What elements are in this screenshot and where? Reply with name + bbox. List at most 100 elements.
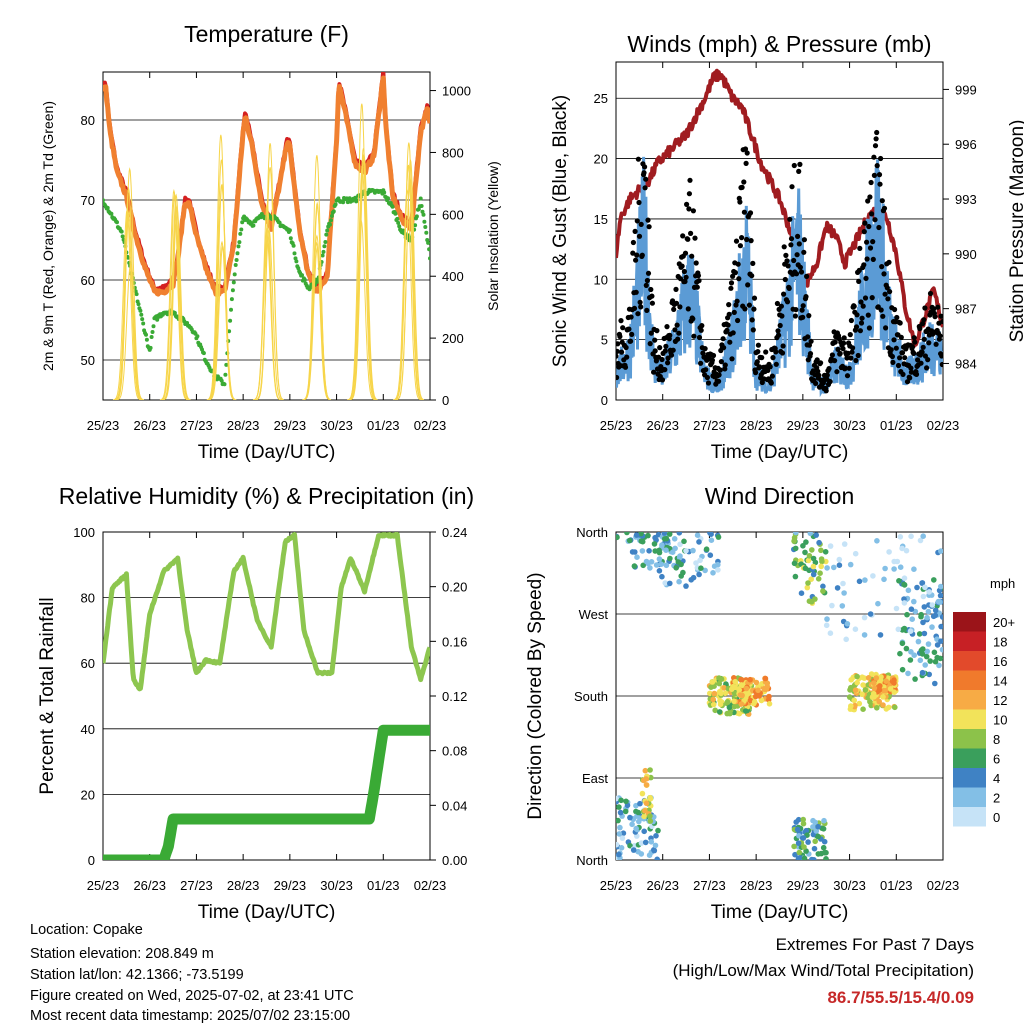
series-line bbox=[103, 532, 430, 692]
direction-point bbox=[834, 585, 841, 591]
gust-point bbox=[847, 332, 853, 338]
dewpoint-point bbox=[333, 202, 338, 207]
direction-point bbox=[935, 598, 942, 605]
gust-point bbox=[885, 296, 891, 302]
gust-point bbox=[791, 162, 797, 169]
direction-point bbox=[715, 534, 722, 540]
direction-point bbox=[667, 555, 673, 562]
direction-point bbox=[717, 701, 724, 708]
direction-point bbox=[800, 835, 807, 841]
direction-point bbox=[638, 851, 645, 857]
direction-point bbox=[903, 645, 910, 652]
direction-point bbox=[930, 613, 937, 620]
direction-point bbox=[711, 563, 718, 569]
plot-frame bbox=[102, 531, 431, 861]
direction-point bbox=[709, 679, 716, 685]
direction-point bbox=[642, 808, 648, 814]
direction-point bbox=[747, 676, 753, 683]
gust-point bbox=[920, 344, 926, 350]
x-tick-label: 29/23 bbox=[274, 418, 307, 433]
direction-point bbox=[818, 563, 824, 570]
direction-point bbox=[618, 797, 624, 804]
gust-point bbox=[716, 372, 722, 378]
panel-title: Wind Direction bbox=[705, 483, 855, 509]
direction-point bbox=[804, 584, 811, 591]
direction-point bbox=[870, 573, 876, 579]
direction-point bbox=[638, 532, 644, 537]
direction-point bbox=[899, 666, 906, 673]
dewpoint-point bbox=[231, 280, 236, 285]
gust-point bbox=[879, 264, 885, 270]
gust-point bbox=[872, 217, 878, 223]
gust-point bbox=[643, 176, 649, 182]
gust-point bbox=[721, 345, 727, 351]
gust-point bbox=[798, 269, 805, 275]
colorbar-swatch bbox=[953, 612, 986, 632]
direction-point bbox=[807, 532, 814, 537]
direction-point bbox=[882, 688, 889, 694]
y-tick-label-right: 0 bbox=[442, 393, 449, 408]
direction-point bbox=[721, 685, 727, 691]
gust-point bbox=[692, 235, 698, 241]
y-tick-label: 100 bbox=[73, 525, 95, 540]
direction-point bbox=[821, 817, 827, 824]
gust-point bbox=[684, 201, 690, 207]
gust-point bbox=[742, 146, 749, 152]
gust-point bbox=[815, 368, 821, 374]
direction-point bbox=[736, 687, 742, 693]
direction-point bbox=[702, 567, 708, 574]
direction-point bbox=[710, 570, 716, 576]
direction-point bbox=[690, 547, 696, 554]
direction-point bbox=[803, 539, 809, 545]
gust-point bbox=[774, 300, 781, 307]
dewpoint-point bbox=[109, 211, 114, 216]
direction-point bbox=[638, 840, 645, 846]
gust-point bbox=[734, 298, 740, 304]
direction-point bbox=[731, 703, 738, 710]
gust-point bbox=[939, 353, 943, 359]
direction-point bbox=[871, 685, 878, 692]
gust-point bbox=[675, 336, 681, 342]
direction-point bbox=[824, 616, 830, 622]
dewpoint-point bbox=[325, 228, 330, 233]
direction-point bbox=[813, 828, 820, 834]
dewpoint-point bbox=[321, 249, 326, 254]
gust-point bbox=[939, 361, 943, 368]
gust-point bbox=[652, 337, 658, 343]
direction-point bbox=[805, 580, 811, 586]
gust-point bbox=[688, 230, 694, 236]
direction-point bbox=[895, 626, 902, 633]
gust-point bbox=[788, 242, 794, 248]
gust-point bbox=[845, 350, 851, 356]
y-tick-label: North bbox=[576, 853, 608, 868]
gust-point bbox=[618, 318, 624, 324]
gust-point bbox=[767, 364, 773, 370]
gust-point bbox=[624, 354, 630, 360]
gust-point bbox=[629, 331, 635, 337]
direction-point bbox=[917, 537, 924, 544]
y-tick-label: 80 bbox=[81, 113, 95, 128]
gust-point bbox=[873, 136, 879, 142]
direction-point bbox=[643, 800, 650, 807]
gust-point bbox=[623, 344, 629, 351]
x-tick-label: 28/23 bbox=[740, 878, 773, 893]
gust-point bbox=[911, 335, 917, 341]
gust-point bbox=[908, 369, 915, 375]
y-tick-label-right: 0.00 bbox=[442, 853, 467, 868]
direction-point bbox=[843, 636, 849, 643]
direction-point bbox=[921, 604, 928, 610]
direction-point bbox=[839, 603, 846, 609]
x-tick-label: 26/23 bbox=[133, 878, 166, 893]
direction-point bbox=[899, 640, 906, 647]
direction-point bbox=[811, 845, 818, 852]
direction-point bbox=[747, 697, 754, 704]
dewpoint-point bbox=[341, 200, 346, 205]
direction-point bbox=[815, 851, 822, 857]
direction-point bbox=[919, 580, 925, 586]
colorbar-label: 4 bbox=[993, 771, 1000, 786]
gust-point bbox=[813, 380, 819, 386]
dewpoint-point bbox=[144, 332, 148, 337]
gust-point bbox=[722, 366, 728, 372]
gust-point bbox=[787, 216, 793, 222]
gust-point bbox=[795, 233, 801, 239]
